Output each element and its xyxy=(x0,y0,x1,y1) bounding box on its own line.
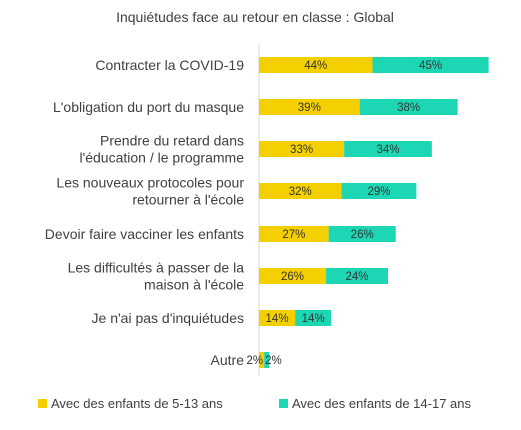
data-label: 27% xyxy=(282,229,305,241)
legend: Avec des enfants de 5-13 ans Avec des enf… xyxy=(38,396,471,411)
data-label: 44% xyxy=(304,60,327,72)
data-label: 26% xyxy=(281,271,304,283)
bar-segment-kids-5-13 xyxy=(259,99,360,115)
data-label: 24% xyxy=(346,271,369,283)
category-labels: Contracter la COVID-19 L'obligation du po… xyxy=(45,57,245,368)
chart-title: Inquiétudes face au retour en classe : G… xyxy=(116,9,394,25)
bar-segment-kids-14-17 xyxy=(264,352,270,368)
category-label: L'obligation du port du masque xyxy=(53,99,244,115)
data-label: 33% xyxy=(290,144,313,156)
data-label: 26% xyxy=(351,229,374,241)
category-label: Contracter la COVID-19 xyxy=(95,57,244,73)
category-label: Devoir faire vacciner les enfants xyxy=(45,226,244,242)
legend-swatch xyxy=(38,399,47,408)
bar-segment-kids-14-17 xyxy=(359,99,458,115)
bars-group: 44% 45% 39% 38% 33% 34% 32% 29% 27% 26% 26% 24% 14% 1… xyxy=(247,57,489,368)
category-label: retourner à l'école xyxy=(132,192,244,208)
bar-segment-kids-5-13 xyxy=(259,57,373,73)
bar-segment-kids-14-17 xyxy=(328,226,396,242)
data-label: 14% xyxy=(302,313,325,325)
bar-segment-kids-14-17 xyxy=(372,57,489,73)
data-label: 2% xyxy=(265,355,282,367)
bar-segment-kids-5-13 xyxy=(259,226,329,242)
legend-label: Avec des enfants de 14-17 ans xyxy=(292,396,471,411)
category-label: Prendre du retard dans xyxy=(100,133,244,149)
category-label: Je n'ai pas d'inquiétudes xyxy=(92,310,244,326)
data-label: 29% xyxy=(367,186,390,198)
data-label: 38% xyxy=(397,102,420,114)
category-label: Les difficultés à passer de la xyxy=(68,260,245,276)
category-label: l'éducation / le programme xyxy=(79,150,244,166)
data-label: 39% xyxy=(298,102,321,114)
bar-segment-kids-5-13 xyxy=(259,310,296,326)
bar-segment-kids-14-17 xyxy=(326,268,388,284)
data-label: 32% xyxy=(289,186,312,198)
bar-segment-kids-14-17 xyxy=(344,141,432,157)
bar-segment-kids-5-13 xyxy=(259,268,327,284)
category-label: Les nouveaux protocoles pour xyxy=(56,175,244,191)
legend-label: Avec des enfants de 5-13 ans xyxy=(51,396,223,411)
data-label: 2% xyxy=(247,355,264,367)
category-label: Autre xyxy=(211,352,245,368)
data-label: 45% xyxy=(419,60,442,72)
data-label: 14% xyxy=(266,313,289,325)
bar-segment-kids-5-13 xyxy=(259,183,342,199)
bar-segment-kids-5-13 xyxy=(259,141,345,157)
data-label: 34% xyxy=(376,144,399,156)
legend-swatch xyxy=(279,399,288,408)
bar-segment-kids-14-17 xyxy=(341,183,417,199)
category-label: maison à l'école xyxy=(144,277,244,293)
bar-segment-kids-5-13 xyxy=(259,352,265,368)
bar-segment-kids-14-17 xyxy=(295,310,332,326)
